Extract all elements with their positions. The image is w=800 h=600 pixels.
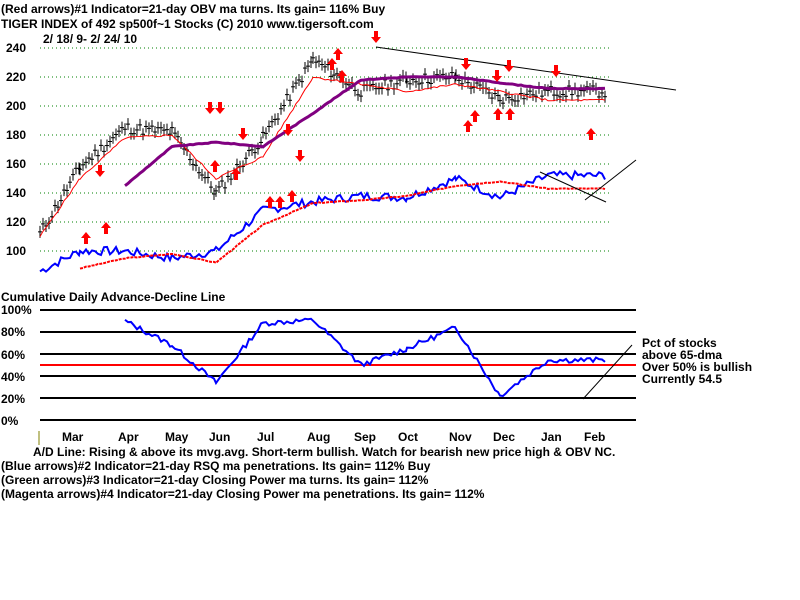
month-feb: Feb xyxy=(584,430,606,444)
pct-note-2: above 65-dma xyxy=(642,348,723,362)
sell-arrow-icon xyxy=(492,70,502,82)
month-aug: Aug xyxy=(307,430,331,444)
pct-note-1: Pct of stocks xyxy=(642,336,717,350)
buy-arrow-icon xyxy=(463,120,473,132)
buy-arrow-icon xyxy=(586,128,596,140)
buy-arrow-icon xyxy=(231,168,241,180)
y-label-180: 180 xyxy=(6,128,27,142)
sell-arrow-icon xyxy=(371,31,381,43)
month-jul: Jul xyxy=(257,430,275,444)
y-label-140: 140 xyxy=(6,186,27,200)
month-nov: Nov xyxy=(449,430,472,444)
sell-arrow-icon xyxy=(205,102,215,114)
y-label-120: 120 xyxy=(6,215,27,229)
sell-arrow-icon xyxy=(504,60,514,72)
ad-line-series xyxy=(39,169,606,273)
buy-arrow-icon xyxy=(210,160,220,172)
y-label-200: 200 xyxy=(6,99,27,113)
y-label-100: 100 xyxy=(6,244,27,258)
month-jan: Jan xyxy=(541,430,562,444)
month-jun: Jun xyxy=(209,430,231,444)
y-label-60pct: 60% xyxy=(1,348,26,362)
buy-arrow-icon xyxy=(81,232,91,244)
sell-arrow-icon xyxy=(238,128,248,140)
month-sep: Sep xyxy=(354,430,377,444)
indicator-1-caption: (Red arrows)#1 Indicator=21-day OBV ma t… xyxy=(1,2,386,16)
trendlines xyxy=(375,46,677,400)
y-label-40pct: 40% xyxy=(1,370,26,384)
sell-arrow-icon xyxy=(283,124,293,136)
buy-arrow-icon xyxy=(470,110,480,122)
signal-arrows xyxy=(81,31,596,244)
buy-arrow-icon xyxy=(493,108,503,120)
month-may: May xyxy=(165,430,189,444)
buy-arrow-icon xyxy=(333,48,343,60)
pct-grid xyxy=(40,309,636,421)
month-dec: Dec xyxy=(493,430,516,444)
indicator-4-caption: (Magenta arrows)#4 Indicator=21-day Clos… xyxy=(1,487,485,501)
sell-arrow-icon xyxy=(461,58,471,70)
sell-arrow-icon xyxy=(551,65,561,77)
indicator-2-caption: (Blue arrows)#2 Indicator=21-day RSQ ma … xyxy=(1,459,431,473)
date-range: 2/ 18/ 9- 2/ 24/ 10 xyxy=(43,32,138,46)
ad-down-trendline xyxy=(539,171,607,203)
sell-arrow-icon xyxy=(215,102,225,114)
ad-line-label: Cumulative Daily Advance-Decline Line xyxy=(1,290,226,304)
y-label-100pct: 100% xyxy=(1,303,32,317)
month-mar: Mar xyxy=(62,430,84,444)
y-label-220: 220 xyxy=(6,70,27,84)
pct-note-3: Over 50% is bullish xyxy=(642,360,753,374)
y-label-240: 240 xyxy=(6,41,27,55)
price-grid xyxy=(40,47,610,252)
price-bars xyxy=(38,51,607,238)
sell-arrow-icon xyxy=(295,150,305,162)
y-label-80pct: 80% xyxy=(1,325,26,339)
buy-arrow-icon xyxy=(327,58,337,70)
indicator-3-caption: (Green arrows)#3 Indicator=21-day Closin… xyxy=(1,473,429,487)
pct-up-trendline xyxy=(582,344,633,400)
sell-arrow-icon xyxy=(95,165,105,177)
buy-arrow-icon xyxy=(337,70,347,82)
chart-title: TIGER INDEX of 492 sp500f~1 Stocks (C) 2… xyxy=(1,17,374,31)
resistance-trendline xyxy=(375,46,677,91)
buy-arrow-icon xyxy=(101,222,111,234)
moving-averages xyxy=(39,75,606,237)
pct-series xyxy=(124,317,606,398)
y-label-160: 160 xyxy=(6,157,27,171)
buy-arrow-icon xyxy=(265,196,275,208)
ad-up-trendline xyxy=(584,159,637,201)
pct-note-4: Currently 54.5 xyxy=(642,372,723,386)
buy-arrow-icon xyxy=(505,108,515,120)
month-apr: Apr xyxy=(118,430,139,444)
buy-arrow-icon xyxy=(287,190,297,202)
y-label-20pct: 20% xyxy=(1,392,26,406)
y-label-0pct: 0% xyxy=(1,414,19,428)
ad-comment: A/D Line: Rising & above its mvg.avg. Sh… xyxy=(33,445,616,459)
month-oct: Oct xyxy=(398,430,419,444)
buy-arrow-icon xyxy=(275,196,285,208)
